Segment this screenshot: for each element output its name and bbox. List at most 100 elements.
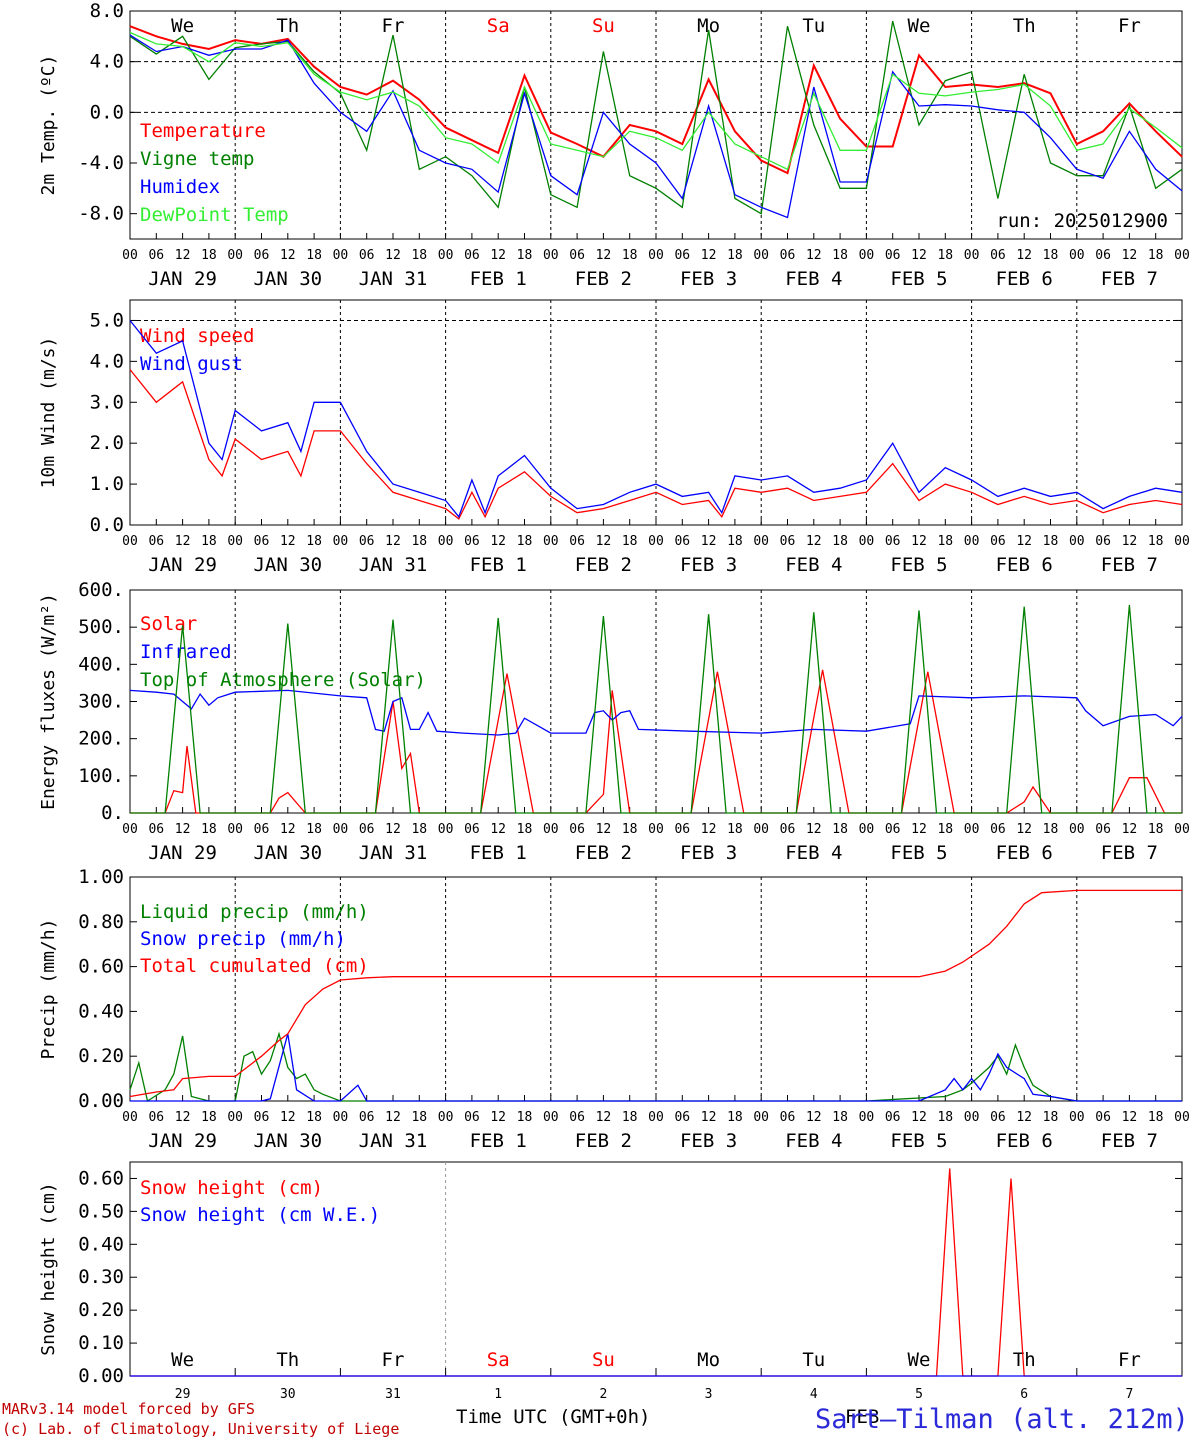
x-tick-label: 12 xyxy=(490,248,506,263)
weekday-label: Th xyxy=(1013,1349,1036,1371)
x-tick-label: 00 xyxy=(1069,534,1085,549)
x-tick-label: 06 xyxy=(780,822,796,837)
legend-entry: Snow height (cm) xyxy=(140,1177,323,1199)
x-tick-label: 06 xyxy=(464,1110,480,1125)
x-tick-label: 18 xyxy=(622,534,638,549)
x-tick-label: 06 xyxy=(569,822,585,837)
date-label: FEB 7 xyxy=(1101,268,1158,290)
x-tick-label: 00 xyxy=(859,534,875,549)
x-tick-label: 18 xyxy=(622,822,638,837)
x-tick-label: 18 xyxy=(411,248,427,263)
x-tick-label: 12 xyxy=(596,1110,612,1125)
date-label: FEB 6 xyxy=(996,268,1053,290)
x-tick-label: 18 xyxy=(411,534,427,549)
y-tick-label: 600. xyxy=(78,579,124,601)
x-tick-label: 12 xyxy=(911,534,927,549)
x-tick-label: 18 xyxy=(306,248,322,263)
legend-entry: Solar xyxy=(140,613,197,635)
date-label: FEB 2 xyxy=(575,842,632,864)
x-tick-label: 12 xyxy=(1122,534,1138,549)
x-tick-label: 12 xyxy=(806,248,822,263)
x-tick-label: 00 xyxy=(964,822,980,837)
x-tick-label: 18 xyxy=(622,248,638,263)
x-tick-label: 18 xyxy=(727,1110,743,1125)
y-tick-label: 1.0 xyxy=(90,473,124,495)
x-tick-label: 06 xyxy=(359,534,375,549)
date-label: FEB 1 xyxy=(470,554,527,576)
x-tick-label: 00 xyxy=(438,248,454,263)
x-tick-label: 12 xyxy=(1122,822,1138,837)
x-tick-label: 12 xyxy=(596,822,612,837)
date-label: FEB 6 xyxy=(996,842,1053,864)
weekday-label: Sa xyxy=(487,15,510,37)
x-tick-label: 00 xyxy=(1174,822,1190,837)
x-tick-label: 06 xyxy=(148,822,164,837)
weekday-label: Su xyxy=(592,1349,615,1371)
x-tick-label: 18 xyxy=(832,1110,848,1125)
x-tick-label: 12 xyxy=(385,1110,401,1125)
run-annotation: run: 2025012900 xyxy=(996,210,1168,232)
x-tick-label: 06 xyxy=(1095,822,1111,837)
x-tick-label: 12 xyxy=(701,248,717,263)
y-tick-label: 0.10 xyxy=(78,1332,124,1354)
y-tick-label: 0.60 xyxy=(78,1167,124,1189)
x-tick-label: 00 xyxy=(964,248,980,263)
y-tick-label: 4.0 xyxy=(90,350,124,372)
x-tick-label: 18 xyxy=(201,822,217,837)
x-tick-label: 18 xyxy=(411,822,427,837)
series-line-top-of-atmosphere-solar- xyxy=(130,604,1182,814)
series-line-snow-precip-mm-h- xyxy=(130,1033,1182,1102)
x-tick-label: 18 xyxy=(1043,822,1059,837)
date-label: FEB 3 xyxy=(680,842,737,864)
x-tick-label: 06 xyxy=(1095,1110,1111,1125)
x-tick-label: 18 xyxy=(1043,248,1059,263)
date-label: FEB 2 xyxy=(575,268,632,290)
weekday-label: Fr xyxy=(382,1349,405,1371)
date-label: JAN 31 xyxy=(359,1130,428,1152)
x-tick-label: 12 xyxy=(490,822,506,837)
x-tick-label: 12 xyxy=(490,534,506,549)
x-tick-label: 12 xyxy=(385,822,401,837)
x-tick-label: 06 xyxy=(885,248,901,263)
date-label: FEB 3 xyxy=(680,268,737,290)
x-tick-label: 12 xyxy=(806,534,822,549)
y-tick-label: -8.0 xyxy=(78,203,124,225)
x-tick-label: 06 xyxy=(148,248,164,263)
legend-entry: Wind speed xyxy=(140,325,254,347)
legend-entry: Snow precip (mm/h) xyxy=(140,928,346,950)
x-tick-label: 12 xyxy=(806,822,822,837)
x-tick-label: 06 xyxy=(464,822,480,837)
date-label: FEB 7 xyxy=(1101,554,1158,576)
y-tick-label: 0.00 xyxy=(78,1365,124,1387)
x-tick-label: 12 xyxy=(1016,822,1032,837)
x-tick-label: 06 xyxy=(990,248,1006,263)
x-tick-label: 18 xyxy=(517,534,533,549)
date-label: JAN 30 xyxy=(253,268,322,290)
x-tick-label: 18 xyxy=(1148,822,1164,837)
legend-entry: Temperature xyxy=(140,120,266,142)
day-number-label: 4 xyxy=(810,1387,818,1402)
x-tick-label: 00 xyxy=(859,248,875,263)
x-tick-label: 18 xyxy=(832,534,848,549)
panel-2: 5.0 4.0 3.0 2.0 1.0 0.0 10m Wind (m/s) 00 06 12 18… xyxy=(38,299,1190,576)
y-tick-label: 1.00 xyxy=(78,866,124,888)
day-number-label: 3 xyxy=(705,1387,713,1402)
x-tick-label: 06 xyxy=(1095,248,1111,263)
panel-5: 0.60 0.50 0.40 0.30 0.20 0.10 0.00 Snow height … xyxy=(38,1161,1183,1402)
x-tick-label: 18 xyxy=(622,1110,638,1125)
y-tick-label: 0.30 xyxy=(78,1266,124,1288)
x-tick-label: 18 xyxy=(832,248,848,263)
x-tick-label: 00 xyxy=(1174,248,1190,263)
series-line-liquid-precip-mm-h- xyxy=(129,1031,1182,1103)
weekday-label: Mo xyxy=(697,1349,720,1371)
x-tick-label: 18 xyxy=(1148,534,1164,549)
x-tick-label: 00 xyxy=(648,534,664,549)
x-tick-label: 12 xyxy=(280,248,296,263)
x-tick-label: 00 xyxy=(1174,1110,1190,1125)
day-number-label: 7 xyxy=(1125,1387,1133,1402)
x-tick-label: 12 xyxy=(1122,248,1138,263)
x-tick-label: 12 xyxy=(911,248,927,263)
y-axis-label: Energy fluxes (W/m²) xyxy=(38,593,59,810)
date-label: FEB 2 xyxy=(575,554,632,576)
y-tick-label: 0.40 xyxy=(78,1233,124,1255)
